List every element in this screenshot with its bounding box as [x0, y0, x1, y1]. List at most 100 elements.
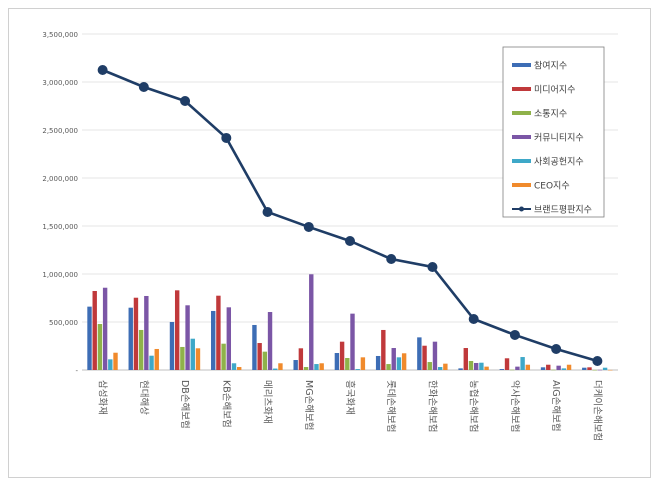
bar-5: [113, 352, 118, 370]
bar-3: [515, 366, 520, 370]
bar-3: [597, 369, 603, 371]
bar-2: [97, 324, 103, 370]
bar-2: [510, 369, 515, 371]
bar-1: [216, 295, 221, 370]
bar-3: [473, 362, 479, 370]
bar-2: [427, 362, 432, 370]
x-tick-label: DB손해보험: [179, 380, 191, 429]
bar-3: [226, 307, 232, 370]
bar-1: [463, 348, 468, 370]
x-tick-label: 롯데손해보험: [385, 380, 397, 432]
bar-4: [561, 368, 567, 370]
bar-2: [386, 364, 391, 370]
bar-4: [149, 355, 154, 370]
legend-swatch: [512, 135, 531, 139]
bar-0: [458, 368, 463, 370]
bar-5: [319, 363, 324, 370]
bar-4: [108, 359, 113, 370]
bar-3: [309, 274, 314, 370]
bar-5: [525, 364, 531, 370]
bar-3: [144, 295, 149, 370]
legend-box: [502, 46, 605, 218]
bar-5: [195, 348, 201, 370]
y-tick-label: 1,000,000: [42, 271, 78, 279]
bar-4: [602, 367, 608, 370]
bar-0: [87, 306, 92, 370]
x-tick-label: 악사손해보험: [509, 380, 521, 432]
brand-index-point: [180, 96, 191, 107]
bar-2: [592, 369, 597, 371]
bar-3: [556, 365, 561, 370]
bar-5: [237, 367, 242, 370]
bar-3: [185, 305, 190, 370]
bar-2: [221, 343, 226, 370]
bar-1: [133, 297, 139, 370]
bar-5: [154, 348, 159, 370]
brand-index-point: [262, 206, 273, 217]
brand-index-point: [509, 329, 520, 340]
bar-0: [417, 337, 422, 370]
bar-1: [422, 345, 427, 370]
bar-5: [484, 366, 489, 370]
bar-5: [278, 363, 283, 370]
bar-0: [499, 369, 505, 370]
x-tick-label: 한화손해보험: [426, 380, 438, 432]
x-tick-label: 메리츠화재: [262, 380, 273, 424]
brand-index-point: [345, 235, 355, 246]
bar-3: [350, 313, 355, 370]
bar-3: [391, 348, 396, 370]
legend-swatch: [512, 63, 531, 67]
bar-1: [92, 290, 97, 370]
y-tick-label: -: [75, 367, 78, 375]
bar-4: [396, 357, 402, 370]
brand-index-point: [468, 314, 479, 325]
bar-4: [273, 368, 278, 370]
bar-0: [375, 355, 381, 370]
bar-3: [432, 341, 438, 370]
bar-2: [262, 351, 268, 370]
bar-4: [520, 357, 525, 370]
bar-4: [231, 363, 237, 370]
brand-index-point: [221, 132, 232, 143]
legend-label: 브랜드평판지수: [534, 205, 592, 216]
bar-1: [257, 343, 262, 370]
bar-3: [267, 312, 273, 370]
brand-index-point: [592, 355, 603, 366]
brand-index-point: [386, 254, 397, 265]
legend-marker: [519, 206, 524, 212]
legend-label: 커뮤니티지수: [534, 133, 584, 144]
bar-5: [360, 357, 366, 370]
legend-swatch: [512, 111, 531, 115]
bar-2: [303, 367, 309, 370]
bar-4: [479, 362, 484, 370]
bar-1: [298, 348, 304, 370]
bar-0: [128, 307, 133, 370]
y-tick-label: 3,000,000: [42, 79, 78, 87]
y-tick-label: 2,000,000: [42, 175, 78, 183]
bar-2: [345, 358, 350, 370]
brand-index-point: [551, 343, 562, 354]
x-tick-label: 현대해상: [138, 380, 150, 415]
bar-0: [169, 322, 175, 370]
x-tick-label: MG손해보험: [303, 380, 315, 431]
bar-0: [334, 353, 340, 370]
bar-2: [138, 329, 144, 370]
legend-label: 사회공헌지수: [534, 157, 584, 168]
bar-1: [174, 290, 180, 370]
bar-0: [540, 367, 546, 370]
chart-frame: [8, 8, 651, 478]
bar-4: [437, 367, 443, 370]
bar-2: [180, 346, 185, 370]
x-tick-label: 흥국화재: [344, 380, 356, 415]
bar-5: [608, 369, 613, 371]
bar-5: [401, 353, 407, 370]
bar-1: [504, 358, 510, 370]
y-tick-label: 2,500,000: [42, 127, 78, 135]
bar-0: [582, 367, 587, 370]
legend-label: 미디어지수: [534, 85, 575, 96]
bar-2: [468, 360, 474, 370]
legend-swatch: [512, 87, 531, 91]
bar-5: [443, 363, 448, 370]
